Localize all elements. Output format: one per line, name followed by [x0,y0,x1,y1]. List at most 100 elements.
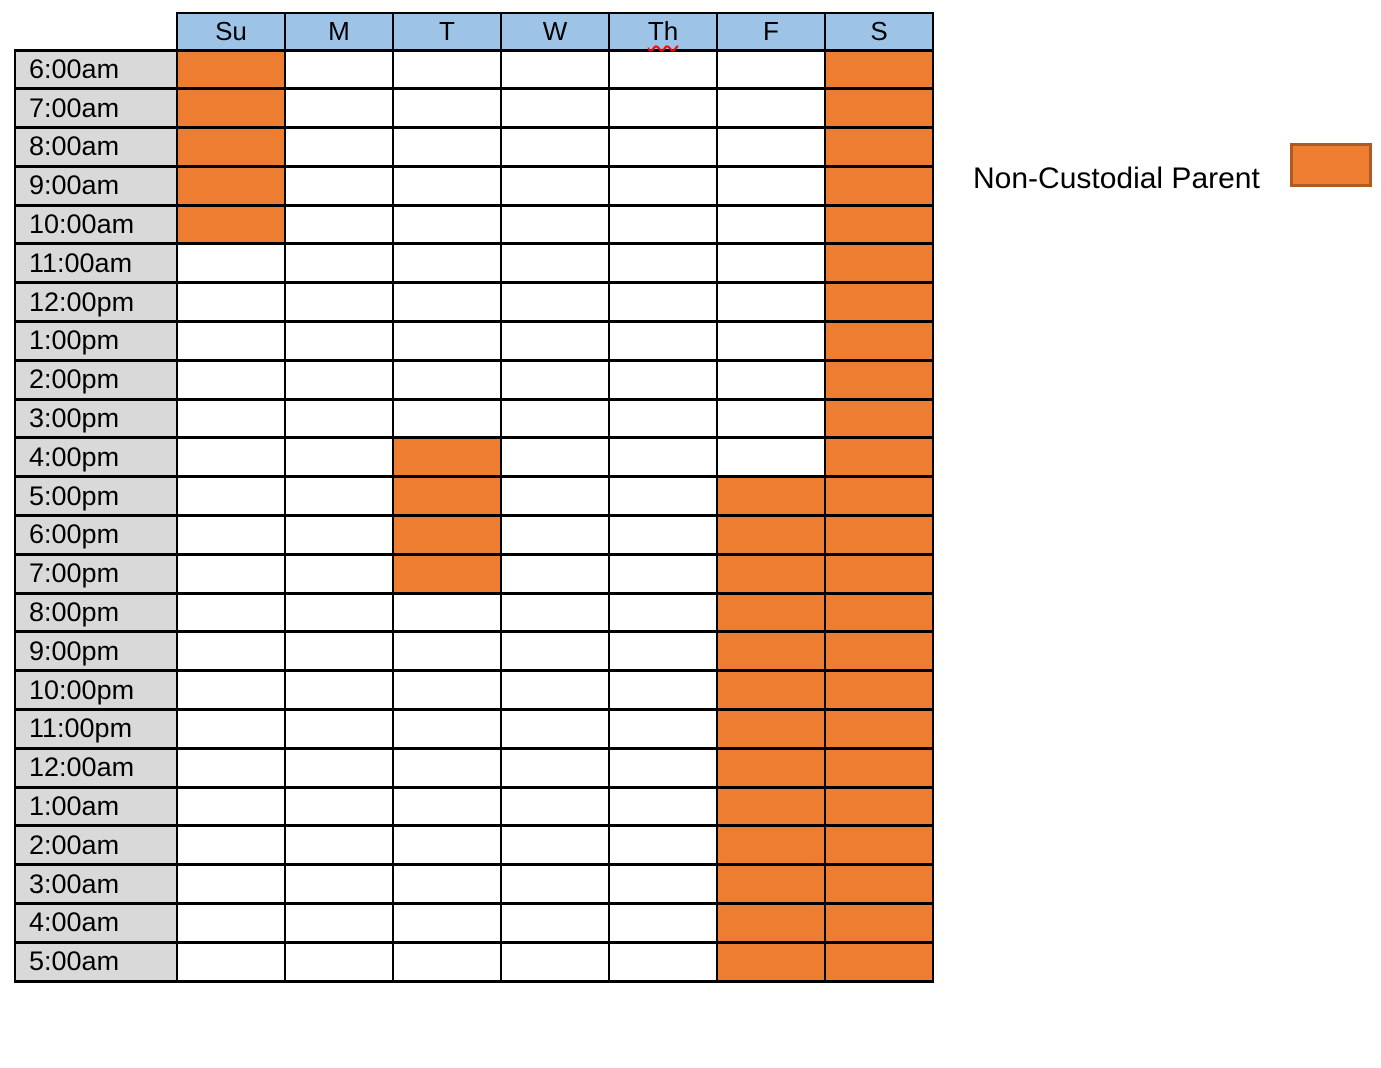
cell-w-3-00pm [500,397,610,440]
cell-t-9-00am [392,164,502,207]
cell-m-11-00pm [284,708,394,750]
cell-f-5-00am [716,940,826,983]
cell-s-4-00am [824,902,934,944]
time-label-5-00pm: 5:00pm [14,475,178,518]
cell-t-12-00pm [392,281,502,324]
cell-th-3-00am [608,863,718,906]
cell-t-11-00pm [392,708,502,750]
cell-m-1-00pm [284,320,394,362]
cell-s-7-00pm [824,552,934,595]
cell-su-11-00am [176,242,286,285]
cell-t-2-00am [392,824,502,867]
cell-th-11-00am [608,242,718,285]
time-label-2-00pm: 2:00pm [14,358,178,401]
schedule-row-6-00pm: 6:00pm [14,514,934,556]
cell-th-12-00pm [608,281,718,324]
cell-w-10-00am [500,203,610,246]
cell-th-4-00am [608,902,718,944]
day-header-th: Th [608,12,718,51]
cell-t-6-00am [392,48,502,91]
time-label-11-00pm: 11:00pm [14,708,178,750]
cell-m-5-00am [284,940,394,983]
schedule-row-12-00am: 12:00am [14,746,934,789]
cell-t-1-00pm [392,320,502,362]
cell-m-9-00pm [284,630,394,673]
cell-t-10-00am [392,203,502,246]
cell-s-3-00am [824,863,934,906]
cell-m-3-00pm [284,397,394,440]
cell-s-1-00am [824,785,934,828]
cell-s-6-00pm [824,514,934,556]
cell-s-4-00pm [824,436,934,479]
cell-su-7-00am [176,87,286,130]
cell-m-4-00pm [284,436,394,479]
cell-s-11-00pm [824,708,934,750]
cell-m-3-00am [284,863,394,906]
cell-f-3-00pm [716,397,826,440]
cell-th-5-00am [608,940,718,983]
cell-s-2-00am [824,824,934,867]
cell-f-1-00am [716,785,826,828]
cell-su-1-00am [176,785,286,828]
cell-w-12-00pm [500,281,610,324]
cell-su-12-00am [176,746,286,789]
cell-t-3-00pm [392,397,502,440]
cell-m-6-00pm [284,514,394,556]
cell-t-5-00pm [392,475,502,518]
day-header-label: T [439,15,455,46]
cell-s-11-00am [824,242,934,285]
schedule-row-5-00pm: 5:00pm [14,475,934,518]
schedule-row-4-00pm: 4:00pm [14,436,934,479]
cell-t-4-00pm [392,436,502,479]
cell-th-3-00pm [608,397,718,440]
schedule-row-2-00am: 2:00am [14,824,934,867]
cell-f-2-00am [716,824,826,867]
cell-th-10-00am [608,203,718,246]
cell-s-5-00pm [824,475,934,518]
cell-su-8-00am [176,126,286,168]
cell-m-12-00am [284,746,394,789]
cell-f-7-00am [716,87,826,130]
cell-w-8-00pm [500,591,610,634]
cell-m-4-00am [284,902,394,944]
cell-su-5-00am [176,940,286,983]
day-header-su: Su [176,12,286,51]
time-label-5-00am: 5:00am [14,940,178,983]
cell-m-7-00am [284,87,394,130]
time-label-8-00pm: 8:00pm [14,591,178,634]
schedule-row-6-00am: 6:00am [14,48,934,91]
cell-m-5-00pm [284,475,394,518]
cell-th-8-00am [608,126,718,168]
cell-s-5-00am [824,940,934,983]
cell-w-11-00am [500,242,610,285]
cell-s-7-00am [824,87,934,130]
day-header-m: M [284,12,394,51]
schedule-row-10-00am: 10:00am [14,203,934,246]
cell-su-2-00am [176,824,286,867]
time-label-7-00am: 7:00am [14,87,178,130]
schedule-row-12-00pm: 12:00pm [14,281,934,324]
cell-s-9-00pm [824,630,934,673]
cell-su-9-00pm [176,630,286,673]
cell-s-1-00pm [824,320,934,362]
cell-w-2-00am [500,824,610,867]
cell-w-1-00pm [500,320,610,362]
cell-s-12-00pm [824,281,934,324]
cell-t-9-00pm [392,630,502,673]
cell-m-2-00pm [284,358,394,401]
day-header-label: Su [215,15,247,46]
day-header-label: W [542,15,568,46]
schedule-row-11-00pm: 11:00pm [14,708,934,750]
cell-f-5-00pm [716,475,826,518]
time-label-10-00am: 10:00am [14,203,178,246]
cell-w-5-00am [500,940,610,983]
cell-th-10-00pm [608,669,718,712]
cell-th-2-00pm [608,358,718,401]
cell-su-12-00pm [176,281,286,324]
schedule-row-9-00am: 9:00am [14,164,934,207]
cell-f-3-00am [716,863,826,906]
cell-t-12-00am [392,746,502,789]
schedule-row-8-00pm: 8:00pm [14,591,934,634]
cell-su-1-00pm [176,320,286,362]
cell-f-9-00am [716,164,826,207]
